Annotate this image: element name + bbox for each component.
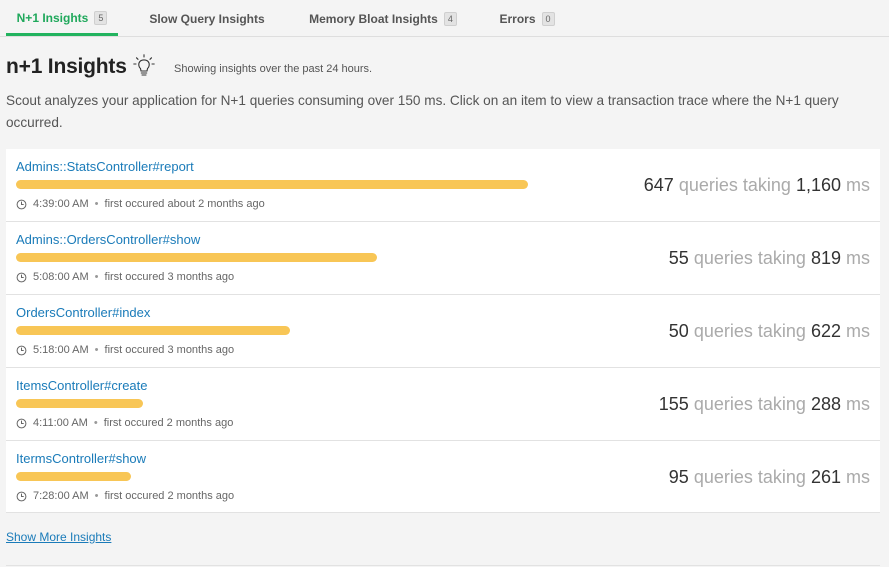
- insight-meta: 5:08:00 AM • first occured 3 months ago: [16, 271, 234, 283]
- query-count: 155: [658, 394, 689, 414]
- time-consumed-bar: [16, 180, 528, 189]
- tab-count-badge: 5: [94, 10, 108, 25]
- tab-label: N+1 Insights: [16, 10, 89, 25]
- ms-unit: ms: [846, 175, 870, 195]
- tab-count-badge: 0: [541, 11, 555, 26]
- clock-icon: [16, 199, 27, 209]
- query-stats: 95 queries taking 261 ms: [669, 467, 870, 488]
- tab-label: Errors: [499, 11, 536, 26]
- occurred-time: 5:08:00 AM: [33, 271, 89, 283]
- page-title: n+1 Insights: [6, 55, 127, 78]
- endpoint-link[interactable]: OrdersController#index: [16, 305, 151, 320]
- queries-taking-label: queries taking: [693, 248, 806, 268]
- occurred-time: 5:18:00 AM: [33, 344, 89, 356]
- queries-taking-label: queries taking: [693, 467, 806, 487]
- time-taking-ms: 288: [810, 394, 841, 414]
- ms-unit: ms: [846, 321, 870, 341]
- insight-meta: 4:11:00 AM • first occured 2 months ago: [16, 417, 233, 429]
- insight-meta: 7:28:00 AM • first occured 2 months ago: [16, 490, 234, 502]
- insights-list: Admins::StatsController#report 4:39:00 A…: [6, 149, 880, 513]
- query-stats: 647 queries taking 1,160 ms: [644, 175, 870, 196]
- ms-unit: ms: [846, 467, 870, 487]
- page-heading: n+1 Insights: [6, 52, 155, 82]
- first-occured-text: first occured about 2 months ago: [104, 198, 265, 210]
- tab-memory-bloat-insights[interactable]: Memory Bloat Insights 4: [300, 0, 466, 37]
- separator-dot: •: [94, 344, 99, 356]
- time-taking-ms: 622: [810, 321, 841, 341]
- query-count: 95: [668, 467, 689, 487]
- first-occured-text: first occured 2 months ago: [103, 417, 234, 429]
- time-consumed-bar: [16, 472, 131, 481]
- first-occured-text: first occured 3 months ago: [104, 271, 235, 283]
- tab-errors[interactable]: Errors 0: [492, 0, 562, 37]
- first-occured-text: first occured 3 months ago: [104, 344, 235, 356]
- query-count: 50: [668, 321, 689, 341]
- clock-icon: [16, 491, 27, 501]
- queries-taking-label: queries taking: [678, 175, 791, 195]
- insight-row[interactable]: OrdersController#index 5:18:00 AM • firs…: [6, 295, 880, 368]
- insight-row[interactable]: Admins::StatsController#report 4:39:00 A…: [6, 149, 880, 222]
- time-taking-ms: 261: [810, 467, 841, 487]
- ms-unit: ms: [846, 394, 870, 414]
- show-more-insights-link[interactable]: Show More Insights: [6, 530, 112, 544]
- time-consumed-bar: [16, 253, 377, 262]
- query-count: 55: [668, 248, 689, 268]
- time-range-subtitle: Showing insights over the past 24 hours.: [174, 63, 373, 75]
- query-stats: 155 queries taking 288 ms: [659, 394, 870, 415]
- time-taking-ms: 819: [810, 248, 841, 268]
- separator-dot: •: [94, 490, 99, 502]
- insight-meta: 5:18:00 AM • first occured 3 months ago: [16, 344, 234, 356]
- clock-icon: [16, 418, 27, 428]
- time-consumed-bar: [16, 326, 290, 335]
- description-text: Scout analyzes your application for N+1 …: [6, 93, 839, 130]
- divider: [6, 565, 880, 566]
- tab-label: Slow Query Insights: [149, 11, 265, 26]
- insight-row[interactable]: ItermsController#show 7:28:00 AM • first…: [6, 441, 880, 513]
- time-taking-ms: 1,160: [795, 175, 841, 195]
- time-consumed-bar: [16, 399, 143, 408]
- query-stats: 55 queries taking 819 ms: [669, 248, 870, 269]
- endpoint-link[interactable]: Admins::OrdersController#show: [16, 232, 201, 247]
- query-count: 647: [643, 175, 674, 195]
- insight-row[interactable]: Admins::OrdersController#show 5:08:00 AM…: [6, 222, 880, 295]
- occurred-time: 4:11:00 AM: [33, 417, 88, 429]
- endpoint-link[interactable]: ItemsController#create: [16, 378, 148, 393]
- occurred-time: 4:39:00 AM: [33, 198, 89, 210]
- lightbulb-icon: [132, 54, 155, 76]
- endpoint-link[interactable]: ItermsController#show: [16, 451, 147, 466]
- tab-n-plus-one-insights[interactable]: N+1 Insights 5: [6, 0, 118, 36]
- separator-dot: •: [94, 271, 99, 283]
- insights-tabs: N+1 Insights 5 Slow Query Insights Memor…: [0, 0, 889, 37]
- separator-dot: •: [93, 417, 98, 429]
- queries-taking-label: queries taking: [693, 321, 806, 341]
- insight-meta: 4:39:00 AM • first occured about 2 month…: [16, 198, 265, 210]
- ms-unit: ms: [846, 248, 870, 268]
- clock-icon: [16, 272, 27, 282]
- query-stats: 50 queries taking 622 ms: [669, 321, 870, 342]
- tab-label: Memory Bloat Insights: [309, 11, 438, 26]
- occurred-time: 7:28:00 AM: [33, 490, 89, 502]
- insight-row[interactable]: ItemsController#create 4:11:00 AM • firs…: [6, 368, 880, 441]
- clock-icon: [16, 345, 27, 355]
- endpoint-link[interactable]: Admins::StatsController#report: [16, 159, 194, 174]
- separator-dot: •: [94, 198, 99, 210]
- first-occured-text: first occured 2 months ago: [104, 490, 235, 502]
- tab-slow-query-insights[interactable]: Slow Query Insights: [140, 0, 274, 37]
- tab-count-badge: 4: [443, 11, 457, 26]
- queries-taking-label: queries taking: [693, 394, 806, 414]
